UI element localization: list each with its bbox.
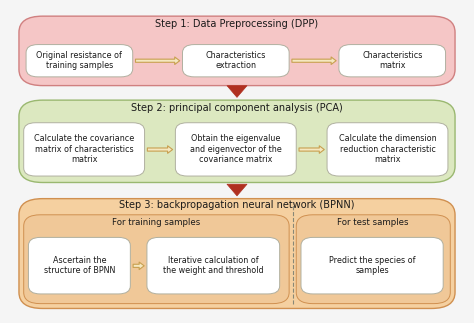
FancyBboxPatch shape [19,100,455,182]
Text: Step 2: principal component analysis (PCA): Step 2: principal component analysis (PC… [131,103,343,113]
FancyBboxPatch shape [24,215,289,304]
FancyBboxPatch shape [28,237,130,294]
Text: Characteristics
extraction: Characteristics extraction [206,51,266,70]
Text: For training samples: For training samples [112,218,201,227]
Text: Characteristics
matrix: Characteristics matrix [362,51,422,70]
Text: Predict the species of
samples: Predict the species of samples [329,256,415,276]
FancyBboxPatch shape [147,237,280,294]
FancyBboxPatch shape [182,45,289,77]
Text: Step 1: Data Preprocessing (DPP): Step 1: Data Preprocessing (DPP) [155,19,319,29]
FancyBboxPatch shape [296,215,450,304]
Text: For test samples: For test samples [337,218,409,227]
FancyBboxPatch shape [327,123,448,176]
Text: Calculate the dimension
reduction characteristic
matrix: Calculate the dimension reduction charac… [339,134,436,164]
Text: Calculate the covariance
matrix of characteristics
matrix: Calculate the covariance matrix of chara… [34,134,134,164]
FancyBboxPatch shape [19,199,455,308]
FancyBboxPatch shape [175,123,296,176]
Text: Original resistance of
training samples: Original resistance of training samples [36,51,122,70]
FancyBboxPatch shape [339,45,446,77]
Text: Ascertain the
structure of BPNN: Ascertain the structure of BPNN [44,256,115,276]
Text: Obtain the eigenvalue
and eigenvector of the
covariance matrix: Obtain the eigenvalue and eigenvector of… [190,134,282,164]
FancyBboxPatch shape [24,123,145,176]
FancyBboxPatch shape [301,237,443,294]
FancyBboxPatch shape [19,16,455,86]
Text: Iterative calculation of
the weight and threshold: Iterative calculation of the weight and … [163,256,264,276]
FancyBboxPatch shape [26,45,133,77]
Text: Step 3: backpropagation neural network (BPNN): Step 3: backpropagation neural network (… [119,200,355,210]
